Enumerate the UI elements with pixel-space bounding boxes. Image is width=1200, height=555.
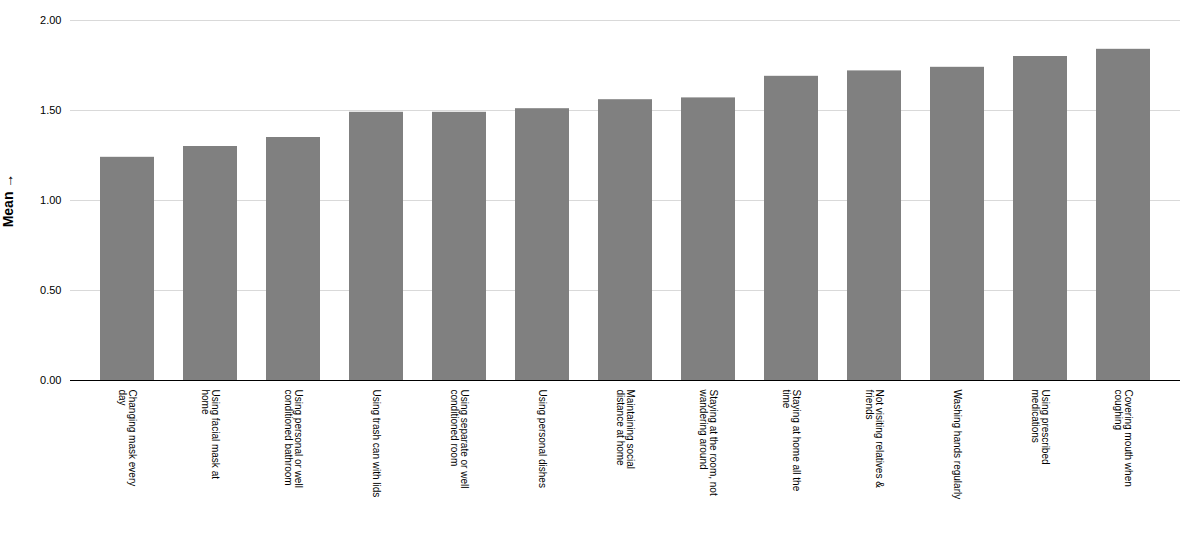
svg-text:Using personal dishes: Using personal dishes [537, 390, 548, 488]
svg-text:Maintaining socialdistance at: Maintaining socialdistance at home [615, 390, 636, 470]
svg-text:0.00: 0.00 [40, 374, 61, 386]
svg-text:Using trash can with lids: Using trash can with lids [371, 390, 382, 498]
svg-text:Using personal or wellconditio: Using personal or wellconditioned bathro… [283, 390, 304, 488]
svg-text:1.50: 1.50 [40, 104, 61, 116]
svg-text:2.00: 2.00 [40, 14, 61, 26]
svg-text:Mean →: Mean → [0, 174, 16, 228]
svg-text:Covering mouth whencoughing: Covering mouth whencoughing [1113, 390, 1134, 487]
svg-text:Using facial mask athome: Using facial mask athome [200, 390, 221, 480]
svg-text:Using separate or wellconditio: Using separate or wellconditioned room [449, 390, 470, 489]
svg-text:1.00: 1.00 [40, 194, 61, 206]
svg-text:Not visiting relatives &friend: Not visiting relatives &friends [864, 390, 885, 489]
svg-text:Changing mask everyday: Changing mask everyday [117, 390, 138, 487]
svg-text:Staying at home all thetime: Staying at home all thetime [781, 390, 802, 492]
svg-text:0.50: 0.50 [40, 284, 61, 296]
svg-text:Washing hands regularly: Washing hands regularly [952, 390, 963, 500]
svg-text:Staying at the room, notwander: Staying at the room, notwandering around [698, 389, 719, 496]
svg-text:Using prescribedmedications: Using prescribedmedications [1030, 390, 1051, 465]
